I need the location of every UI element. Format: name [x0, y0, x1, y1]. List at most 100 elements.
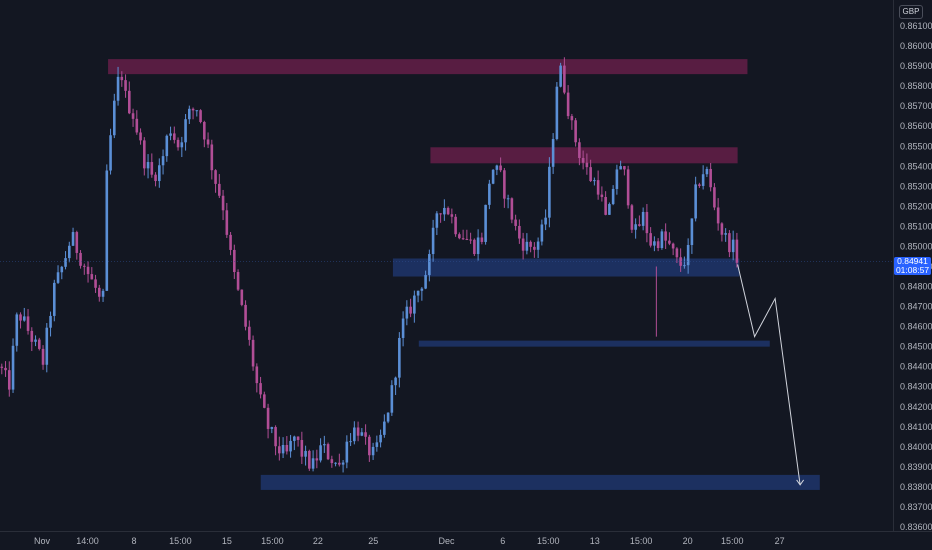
projection-arrowhead	[796, 479, 805, 486]
candle-body-77	[289, 440, 292, 452]
candle-body-45	[169, 133, 172, 136]
candle-body-170	[638, 224, 641, 226]
candle-body-25	[94, 279, 97, 288]
candle-body-146	[548, 166, 551, 218]
currency-button[interactable]: GBP	[899, 5, 923, 19]
candle-body-178	[668, 240, 671, 244]
candle-body-101	[379, 434, 382, 443]
candle-body-185	[694, 184, 697, 219]
zones-layer	[108, 59, 820, 490]
candle-body-184	[690, 218, 694, 246]
countdown-timer: 01:08:57	[895, 265, 930, 275]
price-axis[interactable]: 0.86100 0.86000 0.85900 0.85800 0.85700 0.856…	[900, 21, 932, 532]
candle-body-94	[353, 427, 356, 442]
candle-body-78	[293, 436, 296, 441]
candle-body-183	[686, 245, 690, 266]
candle-body-172	[645, 211, 649, 234]
candle-body-196	[735, 239, 739, 263]
price-tick-label-4: 0.85700	[900, 101, 932, 111]
candle-body-17	[64, 258, 67, 267]
candle-body-80	[300, 440, 304, 457]
candle-body-161	[604, 196, 607, 215]
candle-body-11	[41, 348, 45, 365]
candle-body-74	[278, 446, 281, 454]
candle-body-133	[499, 165, 502, 171]
candle-body-15	[56, 272, 60, 283]
candle-body-112	[420, 288, 424, 291]
resistance-zone-1	[430, 147, 738, 164]
support-zone-4	[260, 474, 820, 490]
candle-body-93	[349, 441, 352, 443]
candle-body-8	[30, 330, 34, 342]
candle-body-176	[660, 231, 664, 248]
price-tick-label-21: 0.84000	[900, 442, 932, 452]
candle-body-151	[566, 92, 570, 117]
price-tick-label-23: 0.83800	[900, 482, 932, 492]
time-axis[interactable]: Nov 14:00 8 15:00 15 15:00 22 25 Dec 6 15:00 13 15:0…	[34, 536, 785, 546]
candle-body-42	[158, 165, 161, 182]
price-tick-label-15: 0.84600	[900, 322, 932, 332]
candle-body-3	[11, 345, 15, 390]
candle-body-175	[656, 241, 660, 248]
candle-body-177	[664, 231, 667, 241]
candle-body-163	[611, 188, 615, 205]
candle-body-103	[386, 412, 390, 422]
candle-body-102	[383, 421, 386, 435]
candle-body-189	[709, 168, 712, 188]
time-tick-label-12: 15:00	[630, 536, 653, 546]
candle-body-162	[608, 204, 611, 215]
candle-body-58	[218, 183, 221, 196]
current-price-badge: 0.84941 01:08:57	[894, 257, 931, 275]
candle-body-52	[195, 110, 199, 112]
candle-body-79	[296, 436, 300, 441]
candle-body-30	[113, 100, 116, 136]
candle-body-124	[465, 238, 469, 240]
candle-body-191	[716, 207, 720, 224]
candle-body-33	[124, 80, 127, 91]
time-tick-label-2: 8	[131, 536, 136, 546]
candle-body-122	[458, 234, 461, 239]
time-tick-label-14: 15:00	[721, 536, 744, 546]
candle-body-19	[71, 232, 75, 246]
candle-body-190	[713, 187, 716, 208]
price-tick-label-3: 0.85800	[900, 81, 932, 91]
candle-body-6	[22, 316, 26, 321]
candle-body-92	[345, 441, 349, 463]
candle-body-29	[109, 135, 112, 171]
candle-body-123	[461, 238, 465, 240]
candle-body-126	[473, 239, 476, 255]
candle-body-136	[510, 198, 514, 220]
time-tick-label-6: 22	[313, 536, 323, 546]
time-tick-label-5: 15:00	[261, 536, 284, 546]
candle-body-171	[641, 211, 645, 226]
candle-body-38	[143, 140, 146, 169]
candle-body-56	[210, 144, 214, 171]
candle-body-117	[439, 213, 442, 215]
candle-body-145	[544, 217, 547, 225]
candle-body-154	[578, 142, 581, 158]
candle-body-127	[476, 237, 480, 255]
candle-body-23	[86, 266, 90, 275]
projection-layer	[737, 264, 805, 486]
candle-body-4	[15, 314, 19, 346]
candle-body-13	[49, 315, 52, 328]
price-tick-label-2: 0.85900	[900, 61, 932, 71]
candle-body-22	[82, 265, 86, 267]
candle-body-61	[229, 234, 232, 250]
candle-body-125	[469, 239, 472, 241]
price-tick-label-7: 0.85400	[900, 161, 932, 171]
candle-body-116	[435, 213, 439, 228]
candle-body-192	[720, 223, 724, 235]
candle-body-50	[188, 108, 191, 120]
time-tick-label-7: 25	[368, 536, 378, 546]
candle-body-174	[653, 241, 656, 246]
candle-body-72	[270, 427, 274, 429]
candle-body-118	[443, 207, 446, 215]
candle-body-53	[199, 110, 202, 123]
candle-body-28	[105, 170, 109, 291]
candle-body-142	[533, 246, 536, 250]
candle-body-24	[90, 274, 94, 280]
candle-body-59	[221, 195, 225, 211]
candle-body-137	[514, 219, 517, 226]
